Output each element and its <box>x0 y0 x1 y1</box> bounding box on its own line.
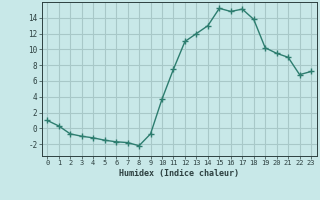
X-axis label: Humidex (Indice chaleur): Humidex (Indice chaleur) <box>119 169 239 178</box>
